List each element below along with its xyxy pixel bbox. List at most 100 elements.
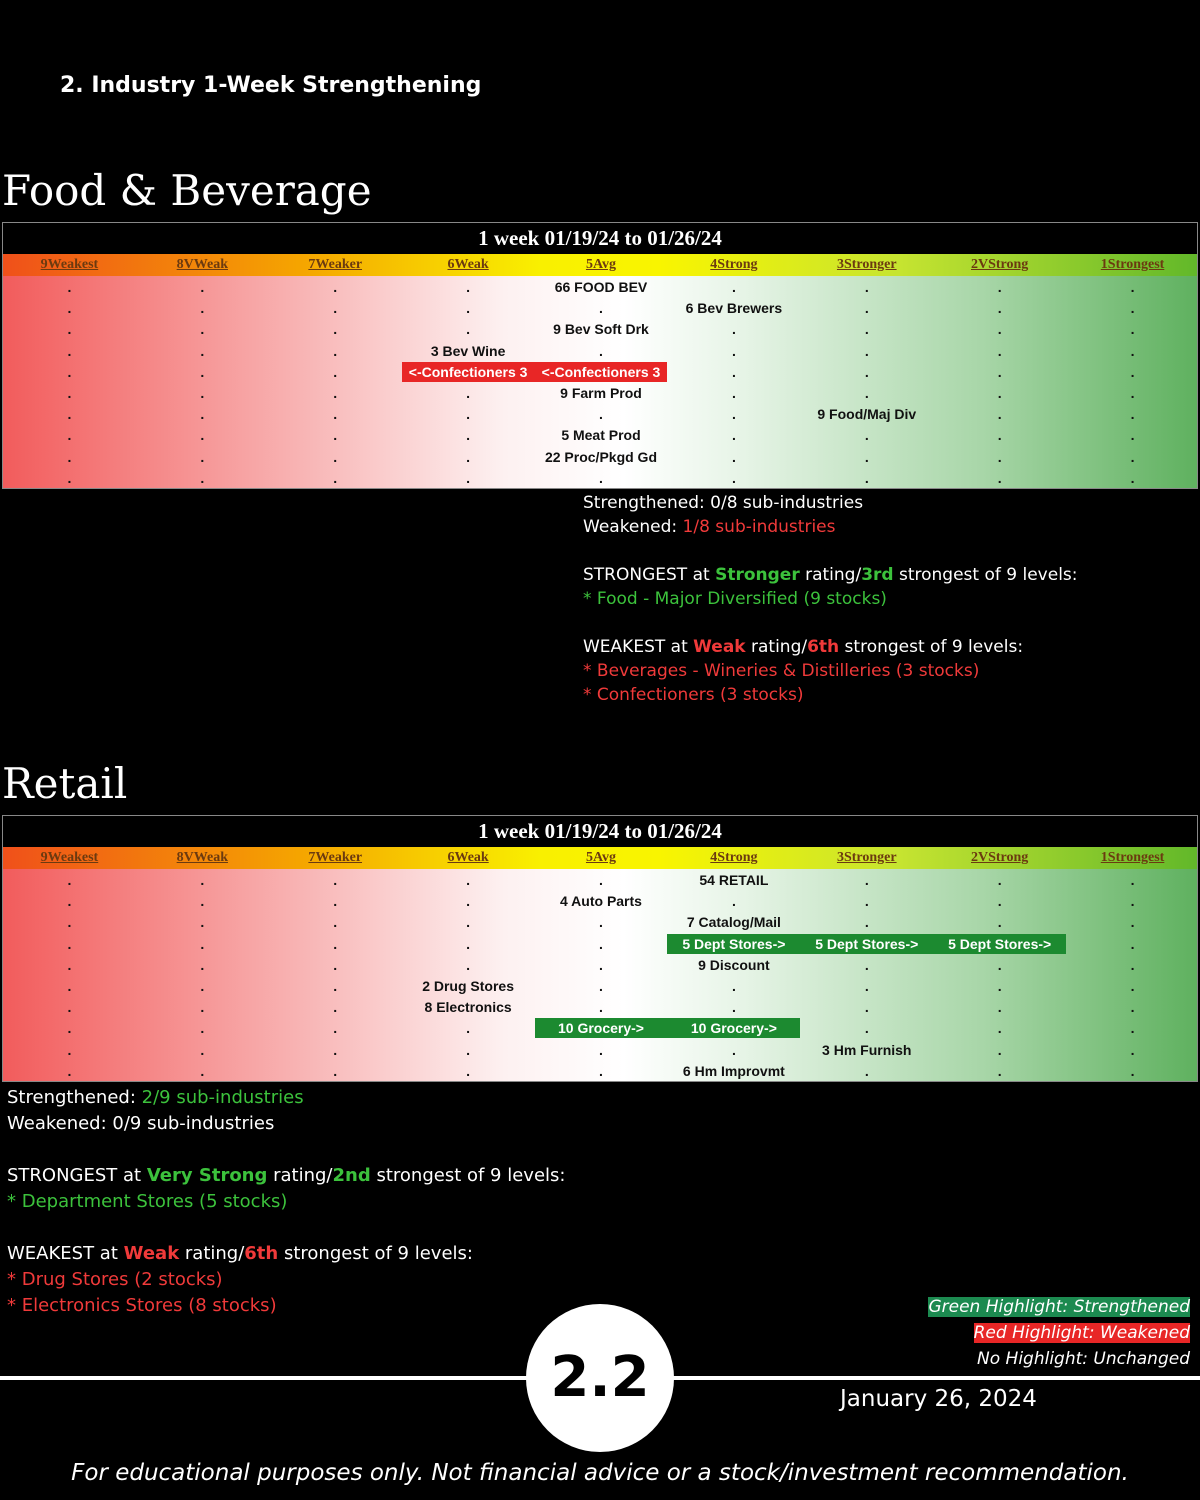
cell: .	[731, 893, 736, 910]
cell: .	[599, 342, 603, 359]
cell: .	[599, 1041, 603, 1058]
cell: .	[200, 999, 205, 1016]
cell: .	[1130, 1041, 1135, 1058]
column-header: 9Weakest	[40, 257, 99, 272]
cell: .	[864, 385, 869, 401]
cell: .	[67, 872, 72, 888]
column-header: 6Weak	[447, 257, 489, 272]
summary-text: 6th	[807, 637, 840, 657]
cell: .	[67, 1041, 72, 1058]
cell: .	[333, 300, 338, 317]
cell: .	[864, 469, 869, 486]
summary-text: * Drug Stores (2 stocks)	[7, 1269, 223, 1290]
highlight-cell: 5 Dept Stores->	[800, 933, 934, 954]
summary-line: STRONGEST at Very Strong rating/2nd stro…	[7, 1163, 565, 1189]
cell: .	[1130, 279, 1135, 295]
cell: .	[67, 448, 72, 465]
summary-text: * Food - Major Diversified (9 stocks)	[583, 589, 887, 609]
cell: .	[67, 1020, 72, 1037]
cell: .	[731, 999, 736, 1016]
cell: .	[1130, 893, 1135, 910]
cell: 7 Catalog/Mail	[686, 914, 781, 931]
summary-text: * Beverages - Wineries & Distilleries (3…	[583, 661, 980, 681]
cell: .	[333, 872, 338, 888]
cell: .	[731, 342, 736, 359]
summary-text: rating/	[179, 1243, 245, 1264]
cell: .	[67, 385, 72, 401]
cell: .	[1130, 1020, 1135, 1037]
cell: .	[466, 448, 471, 465]
cell: .	[864, 342, 869, 359]
cell: .	[200, 279, 205, 295]
cell: .	[466, 914, 471, 931]
cell: .	[864, 321, 869, 338]
summary-text: Weakened:	[583, 517, 683, 537]
cell: .	[997, 321, 1002, 338]
section-heading: Retail	[2, 759, 128, 808]
highlight-cell: 10 Grocery->	[534, 1018, 668, 1039]
summary-text: WEAKEST at	[7, 1243, 124, 1264]
cell: .	[997, 427, 1002, 444]
summary-text: STRONGEST at	[7, 1165, 147, 1186]
cell: .	[599, 469, 603, 486]
cell: .	[466, 956, 471, 973]
table-body: ..... 54 RETAIL....... 4 Auto Parts.......…	[3, 869, 1197, 1081]
highlight-cell: <-Confectioners 3	[401, 361, 535, 382]
cell: .	[200, 1062, 205, 1079]
summary-text: strongest of 9 levels:	[893, 565, 1078, 585]
cell: .	[731, 978, 736, 994]
cell: .	[1130, 872, 1135, 888]
cell: .	[1130, 978, 1135, 994]
table-title: 1 week 01/19/24 to 01/26/24	[3, 816, 1197, 847]
summary-line: * Drug Stores (2 stocks)	[7, 1267, 565, 1293]
cell: .	[864, 300, 869, 317]
summary-text: rating/	[745, 637, 808, 657]
summary: Strengthened: 2/9 sub-industries Weakened…	[7, 1085, 565, 1319]
summary-line: * Confectioners (3 stocks)	[583, 683, 1078, 707]
cell: .	[599, 406, 603, 423]
cell: .	[200, 385, 205, 401]
cell: .	[333, 978, 338, 994]
cell: .	[1130, 342, 1135, 359]
cell: .	[997, 893, 1002, 910]
cell: .	[997, 300, 1002, 317]
summary-text: WEAKEST at	[583, 637, 694, 657]
cell: .	[599, 300, 603, 317]
cell: .	[997, 279, 1002, 295]
summary-text: Weakened: 0/9 sub-industries	[7, 1113, 275, 1134]
cell: .	[731, 406, 736, 423]
column-header: 4Strong	[710, 257, 758, 272]
summary-paragraph: Strengthened: 0/8 sub-industries Weakened…	[583, 491, 1078, 539]
cell: 9 Farm Prod	[560, 385, 642, 401]
cell: .	[67, 321, 72, 338]
page-title: 2. Industry 1-Week Strengthening	[60, 73, 482, 98]
cell: .	[1130, 427, 1135, 444]
summary-paragraph: WEAKEST at Weak rating/6th strongest of …	[583, 635, 1078, 707]
cell: .	[466, 893, 471, 910]
summary: Strengthened: 0/8 sub-industries Weakened…	[583, 491, 1078, 707]
cell: .	[333, 469, 338, 486]
column-header: 2VStrong	[971, 257, 1029, 272]
cell: .	[997, 469, 1002, 486]
cell: .	[1130, 956, 1135, 973]
cell: .	[200, 321, 205, 338]
cell: .	[599, 956, 603, 973]
summary-text: * Confectioners (3 stocks)	[583, 685, 804, 705]
cell: .	[599, 935, 603, 952]
column-header: 7Weaker	[308, 850, 363, 865]
cell: .	[200, 427, 205, 444]
cell: 8 Electronics	[424, 999, 512, 1016]
cell: .	[731, 448, 736, 465]
cell: .	[466, 469, 471, 486]
cell: .	[333, 406, 338, 423]
cell: .	[200, 872, 205, 888]
page-number: 2.2	[526, 1304, 674, 1452]
rating-table: 1 week 01/19/24 to 01/26/24 9Weakest 8VWea…	[2, 222, 1198, 489]
cell: .	[466, 1020, 471, 1037]
cell: .	[466, 1062, 471, 1079]
cell: .	[200, 1020, 205, 1037]
cell: .	[864, 363, 869, 380]
cell: .	[200, 469, 205, 486]
summary-line: WEAKEST at Weak rating/6th strongest of …	[7, 1241, 565, 1267]
